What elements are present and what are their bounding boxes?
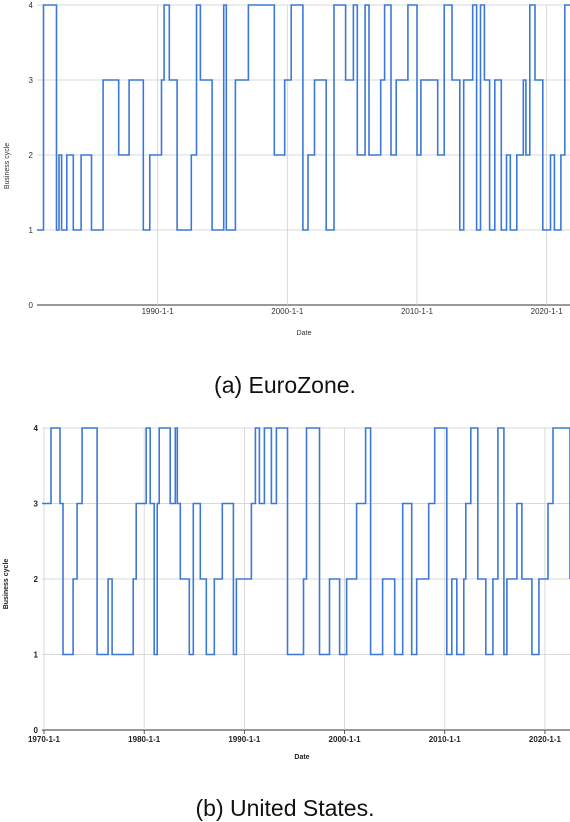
united-states-y-tick-label: 4 [34,424,39,433]
eurozone-series [37,4,570,231]
united-states-x-tick-label: 2000-1-1 [329,735,362,744]
united-states-y-tick-label: 1 [34,651,39,660]
eurozone-x-ticks: 1990-1-1 2000-1-1 2010-1-1 2020-1-1 [142,307,564,316]
eurozone-x-tick-label: 2020-1-1 [531,307,564,316]
united-states-caption: (b) United States. [195,795,375,821]
eurozone-x-tick-label: 2000-1-1 [271,307,304,316]
united-states-y-ticks: 0 1 2 3 4 [34,424,39,735]
eurozone-x-tick-label: 2010-1-1 [401,307,434,316]
united-states-x-tick-label: 2010-1-1 [429,735,462,744]
united-states-chart: 0 1 2 3 4 1970-1-1 1980-1-1 1990-1-1 2000-1-1 20… [3,424,570,761]
eurozone-x-tick-label: 1990-1-1 [142,307,175,316]
united-states-x-tick-label: 1980-1-1 [128,735,161,744]
eurozone-y-tick-label: 1 [29,226,34,235]
united-states-y-tick-label: 3 [34,500,39,509]
eurozone-y-tick-label: 2 [29,151,34,160]
united-states-x-tick-label: 1970-1-1 [28,735,61,744]
eurozone-business-cycle-line [37,4,570,231]
united-states-x-ticks: 1970-1-1 1980-1-1 1990-1-1 2000-1-1 2010-1-1… [28,730,562,744]
united-states-y-tick-label: 2 [34,575,39,584]
united-states-business-cycle-line [42,427,570,656]
united-states-x-tick-label: 1990-1-1 [228,735,261,744]
united-states-x-tick-label: 2020-1-1 [529,735,562,744]
eurozone-caption: (a) EuroZone. [214,372,356,398]
eurozone-y-tick-label: 0 [29,301,34,310]
united-states-y-axis-title: Business cycle [3,559,10,610]
eurozone-y-tick-label: 3 [29,76,34,85]
eurozone-y-ticks: 0 1 2 3 4 [29,1,34,310]
united-states-series [42,427,570,656]
united-states-x-axis-title: Date [294,754,309,761]
eurozone-y-tick-label: 4 [29,1,34,10]
eurozone-chart: 0 1 2 3 4 1990-1-1 2000-1-1 2010-1-1 2020-1-1 D… [4,1,570,337]
eurozone-y-axis-title: Business cycle [4,143,11,189]
united-states-y-tick-label: 0 [34,726,39,735]
eurozone-x-axis-title: Date [297,330,312,337]
